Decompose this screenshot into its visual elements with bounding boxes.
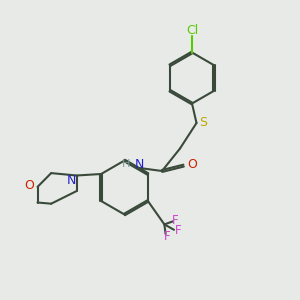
Text: H: H [122,159,130,170]
Text: F: F [175,224,181,238]
Text: Cl: Cl [186,24,198,37]
Text: N: N [135,158,144,171]
Text: O: O [187,158,197,171]
Text: N: N [66,174,76,188]
Text: F: F [172,214,178,227]
Text: O: O [24,179,34,192]
Text: F: F [164,230,170,244]
Text: S: S [199,116,207,130]
